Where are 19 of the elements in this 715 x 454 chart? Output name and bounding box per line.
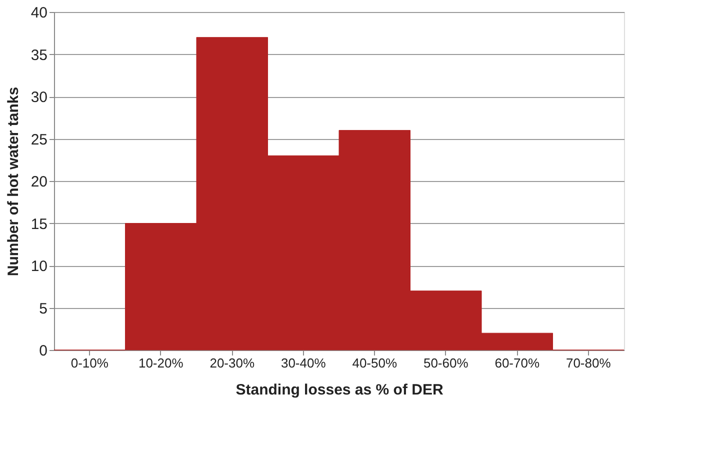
y-tick-label: 10 <box>30 258 48 275</box>
y-tick-label: 40 <box>30 4 48 22</box>
x-tick-label: 60-70% <box>494 356 540 370</box>
y-tick-label: 20 <box>30 174 48 190</box>
y-tick-label: 5 <box>39 300 48 318</box>
y-axis-title: Number of hot water tanks <box>4 86 22 276</box>
x-tick-label: 40-50% <box>352 356 398 370</box>
y-tick-label: 35 <box>30 46 48 64</box>
x-tick-label: 50-60% <box>423 356 469 370</box>
x-axis-title: Standing losses as % of DER <box>236 382 444 398</box>
y-tick-label: 0 <box>39 342 48 360</box>
x-tick-label: 10-20% <box>138 356 184 370</box>
y-tick-label: 15 <box>30 216 48 233</box>
x-tick-label: 70-80% <box>566 356 612 370</box>
x-tick-label: 20-30% <box>210 356 255 370</box>
x-tick-label: 0-10% <box>70 356 109 370</box>
y-tick-label: 30 <box>30 89 48 106</box>
x-tick-label: 30-40% <box>280 356 326 370</box>
y-tick-label: 25 <box>30 131 48 148</box>
